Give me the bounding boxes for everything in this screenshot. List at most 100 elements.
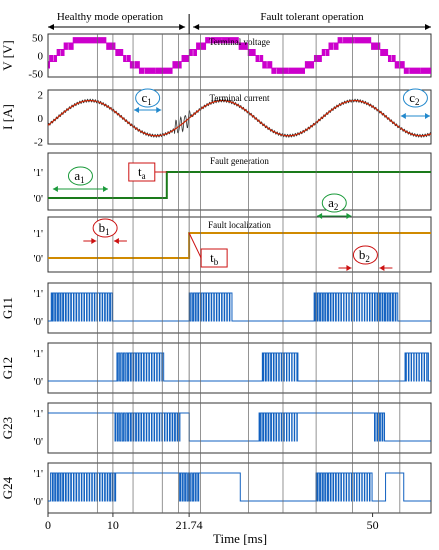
- annotation-ta: ta: [128, 162, 167, 182]
- panel-title: Terminal voltage: [209, 37, 270, 47]
- panel-frame: [47, 152, 432, 211]
- annotation-sub: 1: [147, 97, 152, 107]
- panel-ylabel: G23: [0, 417, 15, 439]
- tick-label-1: '1': [34, 468, 43, 480]
- annotation-label: a1: [74, 168, 84, 185]
- voltage-tick-label: 50: [32, 33, 44, 45]
- fault_gen-trace: [48, 171, 431, 199]
- panel-voltage: 50 0 -50 Terminal voltage V [V]: [0, 33, 432, 80]
- annotation-head-right: [103, 186, 109, 192]
- tick-label-0: '0': [34, 193, 43, 205]
- x-axis: Time [ms] 0 10 21.74 50: [45, 513, 379, 546]
- annotation-label: tb: [210, 250, 219, 267]
- header-healthy-arrow-head-left: [48, 24, 54, 30]
- panel-g11: '1' '0' G11: [0, 282, 432, 334]
- panel-frame: [47, 402, 432, 454]
- panel-ylabel: G24: [0, 476, 15, 499]
- tick-label-1: '1': [34, 167, 43, 179]
- panel-ylabel: G12: [0, 357, 15, 379]
- annotation-bubble: [321, 193, 347, 213]
- tick-label-0: '0': [34, 496, 43, 508]
- panel-current: 2 0 -2 Terminal current I [A]: [0, 89, 432, 149]
- current-trace: [47, 99, 432, 137]
- annotation-bubble: [352, 245, 378, 265]
- tick-label-1: '1': [34, 288, 43, 300]
- annotation-sub: 1: [80, 175, 85, 185]
- current-tick-label: 0: [38, 113, 44, 125]
- annotation-bubble: [135, 88, 161, 108]
- annotation-sub: 2: [334, 202, 339, 212]
- panel-ylabel: I [A]: [0, 104, 15, 130]
- annotation-head-left: [91, 238, 97, 244]
- x-tick-label: 0: [45, 518, 51, 532]
- annotation-label: b2: [359, 247, 370, 264]
- gate-trace-g12: [48, 352, 431, 382]
- header: Healthy mode operation Fault tolerant op…: [48, 11, 431, 34]
- header-healthy-arrow-head-right: [179, 24, 186, 30]
- tick-label-0: '0': [34, 436, 43, 448]
- annotation-sub: a: [142, 171, 146, 181]
- tick-label-0: '0': [34, 253, 43, 265]
- tick-label-1: '1': [34, 408, 43, 420]
- vertical-markers: [96, 34, 401, 513]
- panel-g23: '1' '0' G23: [0, 402, 432, 454]
- annotation-c1: c1: [134, 88, 162, 113]
- tick-label-0: '0': [34, 316, 43, 328]
- annotation-label: b1: [99, 220, 110, 237]
- panel-title: Fault generation: [210, 156, 269, 166]
- panel-frame: [47, 89, 432, 145]
- current-tick-label: -2: [34, 137, 43, 149]
- panel-title: Terminal current: [209, 93, 270, 103]
- annotation-bubble: [402, 88, 428, 108]
- annotation-head-left: [317, 213, 323, 219]
- gate-trace-g23: [48, 412, 431, 442]
- gate-trace-g11: [48, 292, 431, 322]
- tick-label-0: '0': [34, 376, 43, 388]
- annotation-bubble: [67, 166, 93, 186]
- annotation-b1: b1: [83, 218, 127, 244]
- annotation-bubble: [92, 218, 118, 238]
- header-fault-arrow-head-right: [425, 24, 431, 30]
- annotation-head-right: [379, 265, 385, 271]
- annotation-head-left: [400, 113, 406, 119]
- tick-label-1: '1': [34, 228, 43, 240]
- annotation-sub: 2: [415, 97, 420, 107]
- annotation-head-left: [134, 107, 140, 113]
- voltage-tick-label: -50: [28, 68, 43, 80]
- current-tick-label: 2: [38, 90, 44, 102]
- panel-title: Fault localization: [208, 220, 271, 230]
- x-tick-label: 10: [107, 518, 119, 532]
- voltage-tick-label: 0: [38, 51, 44, 63]
- annotation-label: ta: [138, 164, 146, 181]
- annotation-box: [128, 162, 156, 182]
- panel-ylabel: G11: [0, 297, 15, 319]
- tick-label-1: '1': [34, 348, 43, 360]
- header-healthy-label: Healthy mode operation: [57, 11, 164, 23]
- annotation-box: [200, 248, 228, 268]
- gate-trace-g24: [48, 472, 431, 502]
- panel-fault-gen: '1' '0' Fault generation: [34, 152, 432, 211]
- annotation-label: c2: [409, 90, 419, 107]
- annotation-label: a2: [328, 195, 338, 212]
- annotation-head-left: [52, 186, 58, 192]
- voltage-trace: [48, 37, 431, 74]
- annotation-head-right: [346, 213, 352, 219]
- annotation-sub: 2: [365, 254, 370, 264]
- header-fault-label: Fault tolerant operation: [260, 11, 364, 23]
- panel-ylabel: V [V]: [0, 40, 15, 70]
- annotation-a2: a2: [317, 193, 352, 219]
- panel-g12: '1' '0' G12: [0, 342, 432, 394]
- annotation-sub: 1: [105, 227, 110, 237]
- annotation-head-right: [113, 238, 119, 244]
- annotation-a1: a1: [52, 166, 109, 192]
- annotation-sub: b: [214, 257, 219, 267]
- annotation-leader: [188, 232, 202, 259]
- annotation-label: c1: [142, 90, 152, 107]
- panels: 50 0 -50 Terminal voltage V [V] 2 0 -2 Terminal …: [0, 33, 432, 514]
- x-tick-label: 50: [367, 518, 379, 532]
- annotation-b2: b2: [338, 245, 393, 271]
- panel-g24: '1' '0' G24: [0, 462, 432, 514]
- annotation-c2: c2: [400, 88, 430, 119]
